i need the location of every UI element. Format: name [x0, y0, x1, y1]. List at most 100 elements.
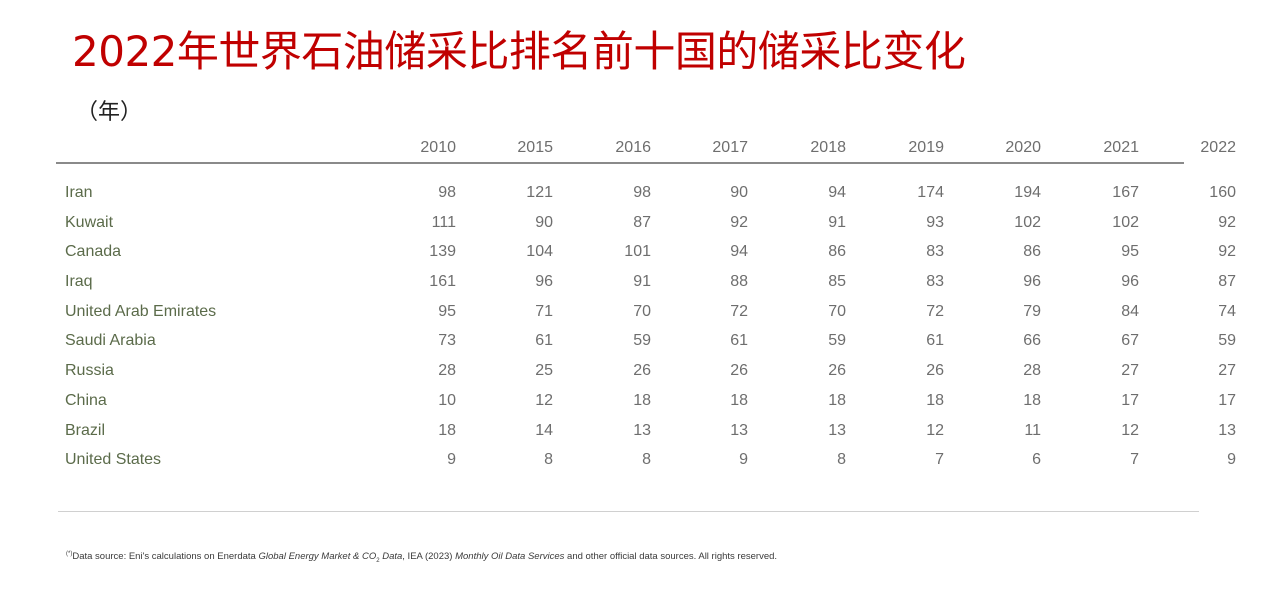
footnote-italic-1: Global Energy Market & CO — [258, 551, 377, 563]
column-header-6: 2020 — [1005, 139, 1041, 156]
table-row: Russia 28 25 26 26 26 26 28 27 27 — [56, 356, 1236, 386]
table-cell: 102 — [1112, 213, 1139, 231]
footnote-marker: (*) — [66, 551, 73, 557]
table-cell: 9 — [1227, 451, 1236, 469]
column-header-0: 2010 — [420, 139, 456, 156]
table-cell: 101 — [624, 243, 651, 261]
table-cell: 12 — [1121, 421, 1139, 439]
table-cell: 79 — [1023, 302, 1041, 320]
table-cell: 98 — [633, 184, 651, 201]
table-cell: 28 — [1023, 362, 1041, 380]
table-cell: 67 — [1121, 332, 1139, 350]
bottom-divider — [58, 511, 1199, 512]
table-cell: 96 — [535, 273, 553, 291]
table-cell: 95 — [438, 302, 456, 320]
reserves-production-ratio-table: 2010 2015 2016 2017 2018 2019 2020 2021 2022 Ira… — [56, 130, 1236, 475]
table-cell: 18 — [828, 391, 846, 409]
table-cell: 88 — [730, 273, 748, 291]
table-cell: 98 — [438, 184, 456, 201]
table-cell: 139 — [429, 243, 456, 261]
country-name: United States — [65, 451, 162, 469]
table-cell: 86 — [828, 243, 846, 261]
table-cell: 95 — [1121, 243, 1139, 261]
table-cell: 174 — [917, 184, 944, 201]
table-cell: 61 — [926, 332, 944, 350]
country-name: China — [65, 391, 107, 409]
table-cell: 8 — [544, 451, 553, 469]
table-cell: 59 — [1218, 332, 1236, 350]
column-header-1: 2015 — [517, 139, 553, 156]
table-header-row: 2010 2015 2016 2017 2018 2019 2020 2021 2022 — [56, 130, 1236, 164]
column-header-8: 2022 — [1200, 139, 1236, 156]
table-cell: 26 — [633, 362, 651, 380]
table-cell: 13 — [633, 421, 651, 439]
table-row: Iran 98 121 98 90 94 174 194 167 160 — [56, 178, 1236, 208]
country-name: Iraq — [65, 273, 93, 291]
table-cell: 72 — [730, 302, 748, 320]
footnote: (*)Data source: Eni's calculations on En… — [66, 551, 777, 564]
table-cell: 18 — [438, 421, 456, 439]
table-cell: 13 — [828, 421, 846, 439]
table-cell: 59 — [633, 332, 651, 350]
table-cell: 194 — [1014, 184, 1041, 201]
table-cell: 9 — [739, 451, 748, 469]
table-cell: 8 — [642, 451, 651, 469]
table-cell: 92 — [730, 213, 748, 231]
country-name: Brazil — [65, 421, 106, 439]
table-cell: 86 — [1023, 243, 1041, 261]
table-cell: 7 — [1130, 451, 1139, 469]
table-row: Iraq 161 96 91 88 85 83 96 96 87 — [56, 267, 1236, 297]
table-cell: 9 — [447, 451, 456, 469]
table-cell: 59 — [828, 332, 846, 350]
table-cell: 74 — [1218, 302, 1236, 320]
table-cell: 72 — [926, 302, 944, 320]
column-header-4: 2018 — [810, 139, 846, 156]
table-cell: 96 — [1023, 273, 1041, 291]
table-cell: 94 — [730, 243, 748, 261]
table-cell: 18 — [926, 391, 944, 409]
table-cell: 14 — [535, 421, 553, 439]
table-cell: 11 — [1024, 421, 1041, 439]
table-cell: 167 — [1112, 184, 1139, 201]
table-cell: 93 — [926, 213, 944, 231]
table-cell: 61 — [535, 332, 553, 350]
country-name: Kuwait — [65, 213, 114, 231]
column-header-3: 2017 — [712, 139, 748, 156]
country-name: Canada — [65, 243, 122, 261]
table-cell: 111 — [431, 213, 456, 231]
table-cell: 87 — [633, 213, 651, 231]
footnote-text-3: and other official data sources. All rig… — [564, 551, 778, 563]
table-cell: 12 — [535, 391, 553, 409]
table-cell: 90 — [535, 213, 553, 231]
table-row: China 10 12 18 18 18 18 18 17 17 — [56, 386, 1236, 416]
table-cell: 96 — [1121, 273, 1139, 291]
table-cell: 27 — [1121, 362, 1139, 380]
column-header-2: 2016 — [615, 139, 651, 156]
unit-label: （年） — [76, 100, 143, 125]
table-cell: 13 — [1218, 421, 1236, 439]
country-name: Saudi Arabia — [65, 332, 156, 350]
table-cell: 18 — [633, 391, 651, 409]
table-cell: 26 — [926, 362, 944, 380]
table-cell: 92 — [1218, 213, 1236, 231]
table-cell: 25 — [535, 362, 553, 380]
country-name: Russia — [65, 362, 114, 380]
table-cell: 121 — [526, 184, 553, 201]
table-row: Canada 139 104 101 94 86 83 86 95 92 — [56, 237, 1236, 267]
table-cell: 84 — [1121, 302, 1139, 320]
table-cell: 10 — [438, 391, 456, 409]
table-cell: 66 — [1023, 332, 1041, 350]
table-cell: 71 — [535, 302, 553, 320]
column-header-7: 2021 — [1103, 139, 1139, 156]
table-cell: 17 — [1218, 391, 1236, 409]
table-cell: 12 — [926, 421, 944, 439]
table-row: United States 9 8 8 9 8 7 6 7 9 — [56, 445, 1236, 475]
table-cell: 83 — [926, 273, 944, 291]
table-cell: 83 — [926, 243, 944, 261]
table-cell: 70 — [633, 302, 651, 320]
footnote-text-2: , IEA (2023) — [402, 551, 456, 563]
table-cell: 92 — [1218, 243, 1236, 261]
table-cell: 7 — [935, 451, 944, 469]
table-row: Kuwait 111 90 87 92 91 93 102 102 92 — [56, 208, 1236, 238]
table-row: Saudi Arabia 73 61 59 61 59 61 66 67 59 — [56, 326, 1236, 356]
